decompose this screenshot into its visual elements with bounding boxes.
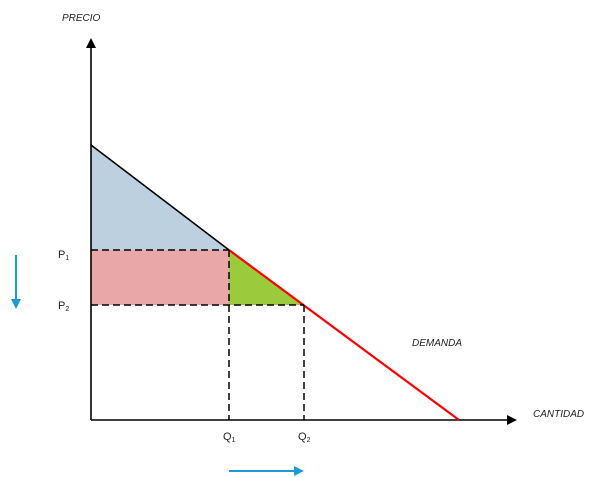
y-axis-label: PRECIO (62, 13, 101, 24)
demand-line-upper (90, 144, 230, 251)
x-axis-label: CANTIDAD (533, 409, 584, 420)
q1-label: Q1 (223, 431, 236, 444)
transfer-rectangle (91, 250, 229, 305)
q2-label: Q2 (298, 431, 311, 444)
p2-label: P2 (58, 300, 69, 313)
p1-label: P1 (58, 249, 69, 262)
demand-line-lower (228, 249, 460, 421)
demand-label: DEMANDA (412, 338, 462, 349)
